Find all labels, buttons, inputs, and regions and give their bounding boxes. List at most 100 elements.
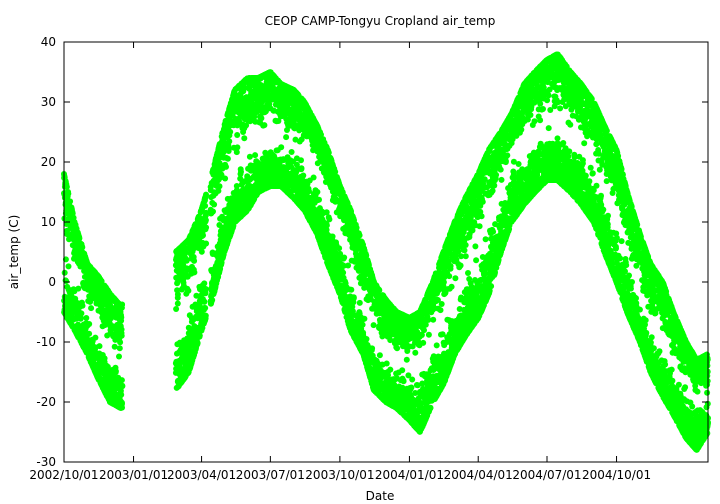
data-point xyxy=(425,331,432,338)
data-point xyxy=(223,163,229,170)
data-point xyxy=(191,257,198,264)
data-point xyxy=(182,245,189,252)
data-point xyxy=(430,316,437,323)
data-point xyxy=(283,134,290,141)
data-point xyxy=(326,216,333,223)
chart-title: CEOP CAMP-Tongyu Cropland air_temp xyxy=(265,14,496,28)
data-point xyxy=(210,208,216,215)
data-point xyxy=(243,122,250,129)
data-point xyxy=(332,168,339,175)
data-point xyxy=(116,345,123,352)
data-point xyxy=(119,404,125,411)
data-point xyxy=(174,291,181,298)
data-point xyxy=(201,298,208,305)
data-point xyxy=(361,315,368,322)
data-point xyxy=(182,249,189,256)
data-point xyxy=(174,300,181,307)
data-point xyxy=(75,285,82,292)
data-point xyxy=(112,368,119,375)
data-point xyxy=(83,315,90,321)
data-point xyxy=(412,349,419,356)
data-point xyxy=(400,378,407,385)
data-point xyxy=(225,145,232,152)
data-point xyxy=(246,153,253,160)
data-point xyxy=(202,312,209,319)
data-point xyxy=(118,314,125,321)
data-point xyxy=(252,152,259,159)
data-point xyxy=(118,391,125,398)
data-point xyxy=(261,122,268,129)
data-point xyxy=(86,321,93,327)
data-point xyxy=(314,189,321,195)
data-point xyxy=(191,269,198,276)
data-point xyxy=(118,377,125,384)
data-point xyxy=(92,334,99,341)
data-point xyxy=(118,326,125,333)
data-point xyxy=(348,286,355,293)
data-point xyxy=(116,353,122,360)
data-point xyxy=(119,382,126,389)
data-point xyxy=(203,286,209,293)
data-point xyxy=(222,175,229,182)
data-point xyxy=(298,157,304,164)
data-point xyxy=(202,305,209,311)
data-point xyxy=(63,183,70,190)
data-point xyxy=(376,287,383,294)
data-point xyxy=(78,310,85,317)
data-point xyxy=(203,191,209,198)
data-point xyxy=(79,302,86,309)
data-point xyxy=(183,257,190,264)
data-point xyxy=(211,201,218,208)
data-point xyxy=(356,299,363,306)
data-point xyxy=(359,321,366,328)
data-points xyxy=(61,51,711,453)
data-point xyxy=(387,366,394,373)
data-point xyxy=(238,168,244,175)
data-point xyxy=(200,232,206,239)
data-point xyxy=(76,235,83,242)
data-point xyxy=(96,343,103,350)
data-point xyxy=(202,202,209,209)
data-point xyxy=(340,269,347,276)
data-point xyxy=(79,244,86,251)
data-point xyxy=(233,183,240,189)
data-point xyxy=(185,287,192,294)
data-point xyxy=(383,360,390,367)
data-point xyxy=(336,245,343,252)
data-point xyxy=(98,278,105,285)
data-point xyxy=(119,301,126,308)
data-point xyxy=(65,263,72,270)
data-point xyxy=(409,376,416,383)
data-point xyxy=(67,198,74,205)
data-point xyxy=(345,262,352,269)
data-point xyxy=(298,165,305,172)
data-point xyxy=(363,336,370,342)
data-point xyxy=(61,269,68,276)
data-point xyxy=(216,183,223,190)
data-point xyxy=(370,322,377,329)
data-point xyxy=(369,345,376,352)
data-point xyxy=(341,254,348,261)
data-point xyxy=(101,355,108,362)
data-point xyxy=(278,144,285,151)
data-point xyxy=(86,330,93,337)
data-point xyxy=(258,115,265,122)
data-point xyxy=(117,339,124,346)
data-point xyxy=(421,327,427,334)
data-point xyxy=(202,217,209,224)
data-point xyxy=(224,155,231,162)
data-point xyxy=(209,297,216,303)
data-point xyxy=(111,343,118,350)
data-point xyxy=(288,149,295,155)
data-point xyxy=(173,306,180,312)
data-point xyxy=(63,278,70,285)
data-point xyxy=(234,144,241,151)
data-point xyxy=(234,132,241,138)
data-point xyxy=(356,232,363,239)
data-point xyxy=(226,138,233,145)
data-point xyxy=(427,404,434,411)
data-point xyxy=(215,187,222,194)
data-point xyxy=(201,280,208,287)
data-point xyxy=(233,149,240,156)
